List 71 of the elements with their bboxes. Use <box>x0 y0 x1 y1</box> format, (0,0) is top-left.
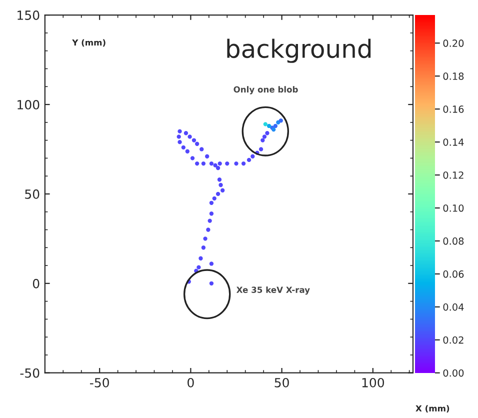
point <box>185 149 190 154</box>
point <box>201 246 206 250</box>
annotation: Only one blob <box>234 86 298 94</box>
point <box>246 158 252 162</box>
y-axis-title: Y (mm) <box>72 39 106 47</box>
point <box>203 236 208 241</box>
color-bar-label: 0.04 <box>443 303 464 311</box>
color-bar-label: 0.14 <box>443 138 464 146</box>
x-tick-label: 0 <box>188 378 194 388</box>
point <box>188 134 192 139</box>
point <box>225 161 230 166</box>
point <box>209 262 214 266</box>
point <box>250 154 255 158</box>
point <box>218 182 223 188</box>
point <box>262 134 267 139</box>
text: background <box>227 38 371 63</box>
point <box>205 154 210 158</box>
y-tick-label: 0 <box>32 278 40 288</box>
point <box>278 118 283 123</box>
color-bar-label: 0.02 <box>443 336 464 344</box>
point <box>258 147 264 152</box>
y-tick-label: 100 <box>18 100 40 110</box>
point <box>209 281 214 286</box>
point <box>178 129 182 134</box>
point <box>176 134 181 139</box>
point <box>200 147 204 152</box>
point <box>273 124 278 128</box>
x-tick-label: 100 <box>362 378 384 388</box>
x-tick-label: 50 <box>274 378 289 388</box>
point <box>260 138 265 142</box>
point <box>216 192 220 196</box>
color-bar-label: 0.20 <box>443 40 464 47</box>
color-bar-label: 0.06 <box>443 270 464 278</box>
point <box>218 161 222 166</box>
point <box>212 196 216 201</box>
point <box>220 188 225 192</box>
point <box>209 161 214 166</box>
point <box>209 200 214 205</box>
point <box>196 265 201 270</box>
annotation: Xe 35 keV X-ray <box>236 286 310 295</box>
point <box>241 161 246 166</box>
point <box>192 138 196 142</box>
point <box>194 142 200 146</box>
point <box>265 131 270 136</box>
y-tick-label: 50 <box>25 189 40 199</box>
point <box>213 163 218 168</box>
point <box>178 140 182 144</box>
y-tick-label: -50 <box>20 368 40 378</box>
point <box>194 161 200 166</box>
point <box>184 131 188 136</box>
point <box>201 161 206 166</box>
point <box>206 228 210 232</box>
point <box>181 145 186 150</box>
color-bar-label: 0.12 <box>443 171 464 179</box>
color-bar-label: 0.08 <box>443 237 464 245</box>
point <box>209 212 214 216</box>
point <box>217 178 222 182</box>
x-tick-label: -50 <box>90 378 109 388</box>
point <box>208 218 212 223</box>
y-tick-label: 150 <box>18 10 40 20</box>
x-axis-title: X (mm) <box>416 405 450 412</box>
point <box>190 156 195 160</box>
point <box>234 161 238 166</box>
color-bar-label: 0.18 <box>443 72 464 80</box>
point <box>216 166 220 170</box>
point <box>263 122 268 126</box>
point <box>198 256 203 260</box>
color-bar-label: 0.10 <box>443 204 464 212</box>
point <box>266 124 272 128</box>
color-bar-label: 0.00 <box>443 369 464 377</box>
color-bar-label: 0.16 <box>443 106 464 113</box>
